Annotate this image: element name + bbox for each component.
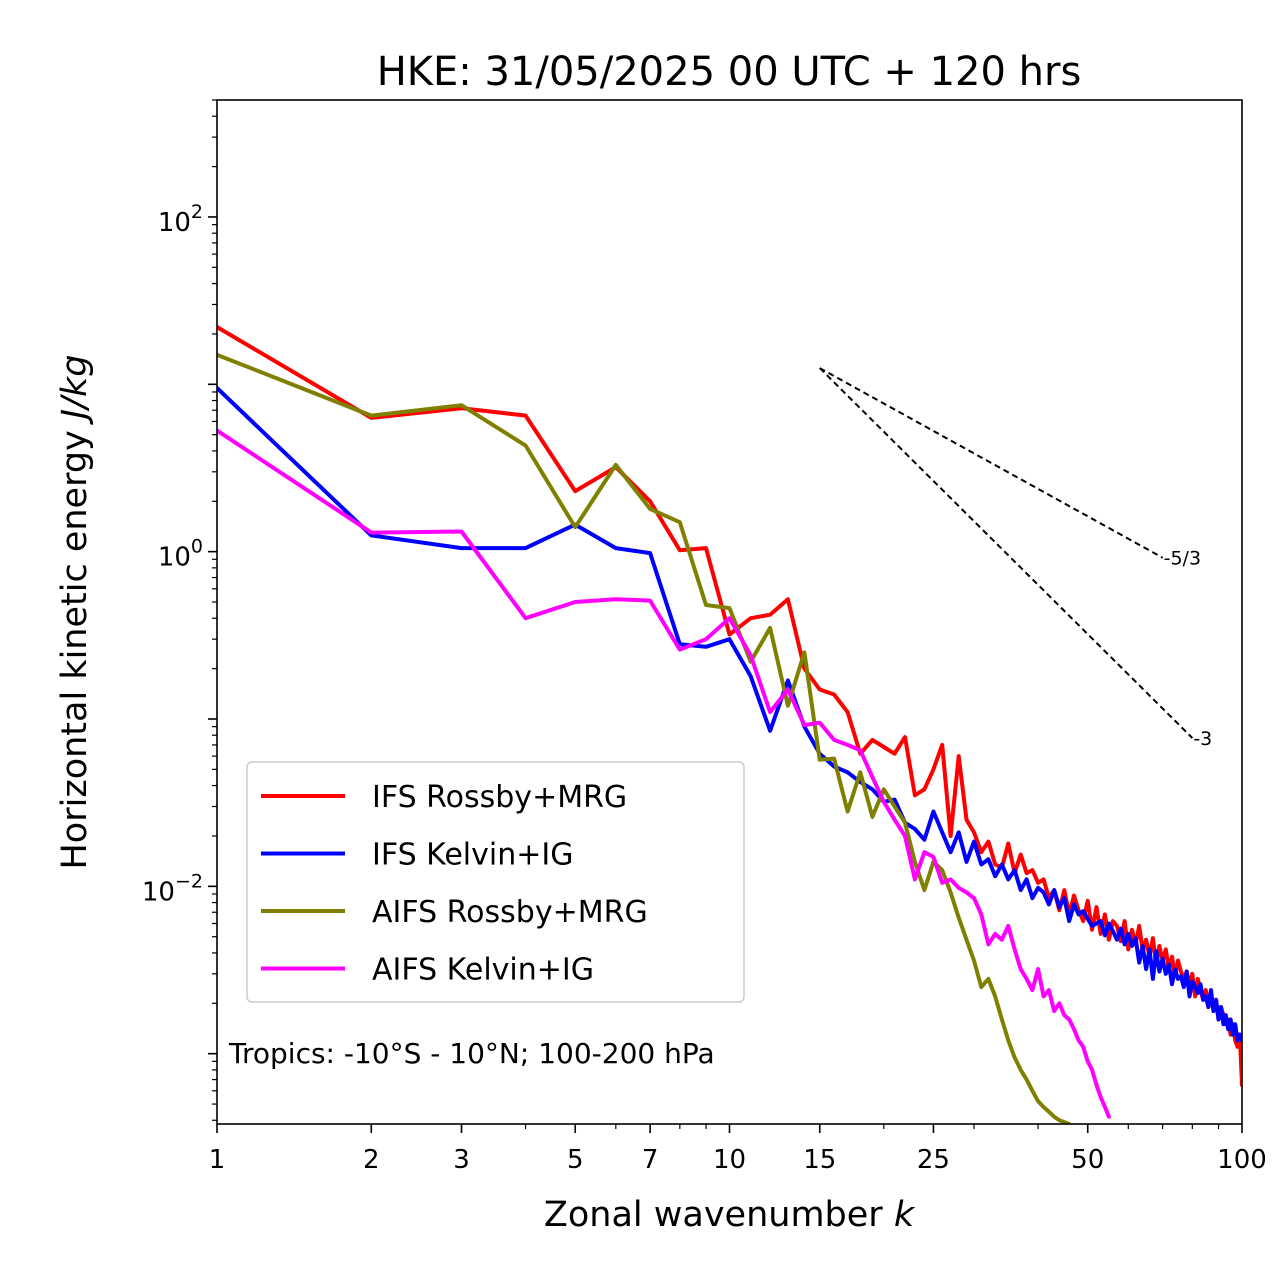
- plot-area: [217, 325, 1242, 1124]
- x-tick-label: 2: [363, 1145, 380, 1175]
- chart-title: HKE: 31/05/2025 00 UTC + 120 hrs: [377, 49, 1082, 95]
- x-tick-label: 7: [642, 1145, 659, 1175]
- series-lines: [217, 325, 1242, 1124]
- series-line-3: [217, 352, 1072, 1124]
- x-axis-label: Zonal wavenumber k: [544, 1195, 916, 1235]
- reference-line-label: -3: [1193, 728, 1212, 750]
- y-tick-base: 10: [158, 543, 191, 573]
- reference-line-label: -5/3: [1164, 548, 1201, 570]
- series-line-4: [217, 428, 1111, 1119]
- legend-label: IFS Rossby+MRG: [372, 780, 627, 815]
- reference-line-slope: [819, 367, 1164, 559]
- x-tick-label: 100: [1217, 1145, 1267, 1175]
- legend-label: AIFS Kelvin+IG: [372, 953, 594, 988]
- x-axis-label-var: k: [894, 1195, 916, 1235]
- x-tick-label: 10: [713, 1145, 746, 1175]
- y-tick-exponent: 0: [191, 536, 203, 558]
- legend-label: IFS Kelvin+IG: [372, 838, 573, 873]
- legend: IFS Rossby+MRG IFS Kelvin+IG AIFS Rossby+M…: [246, 761, 745, 1003]
- x-tick-label: 1: [209, 1145, 226, 1175]
- axis-ticks: [208, 99, 1243, 1133]
- x-tick-label: 50: [1071, 1145, 1104, 1175]
- reference-slope-lines: [819, 367, 1194, 739]
- y-tick-base: 10: [142, 877, 175, 907]
- series-line-2: [217, 386, 1242, 1043]
- x-tick-label: 25: [917, 1145, 950, 1175]
- legend-label: AIFS Rossby+MRG: [372, 895, 648, 930]
- x-tick-label: 15: [803, 1145, 836, 1175]
- y-tick-exponent: 2: [191, 201, 203, 223]
- y-tick-exponent: −2: [175, 870, 203, 892]
- y-axis-label-unit: J/kg: [55, 354, 95, 425]
- y-tick-base: 10: [158, 208, 191, 238]
- reference-slope-labels: -5/3 -3: [1164, 548, 1213, 750]
- plot-frame: [216, 99, 1243, 1125]
- y-axis-label-text: Horizontal kinetic energy: [55, 419, 95, 869]
- reference-line-slope: [819, 367, 1194, 739]
- y-tick-label: 102: [158, 201, 203, 238]
- legend-box: [246, 761, 745, 1003]
- x-axis-label-text: Zonal wavenumber: [544, 1195, 894, 1235]
- x-tick-label: 5: [567, 1145, 584, 1175]
- y-tick-label: 10−2: [142, 870, 203, 907]
- y-tick-label: 100: [158, 536, 203, 573]
- region-annotation: Tropics: -10°S - 10°N; 100-200 hPa: [228, 1037, 715, 1070]
- y-axis-label: Horizontal kinetic energy J/kg: [55, 354, 95, 869]
- x-tick-label: 3: [453, 1145, 470, 1175]
